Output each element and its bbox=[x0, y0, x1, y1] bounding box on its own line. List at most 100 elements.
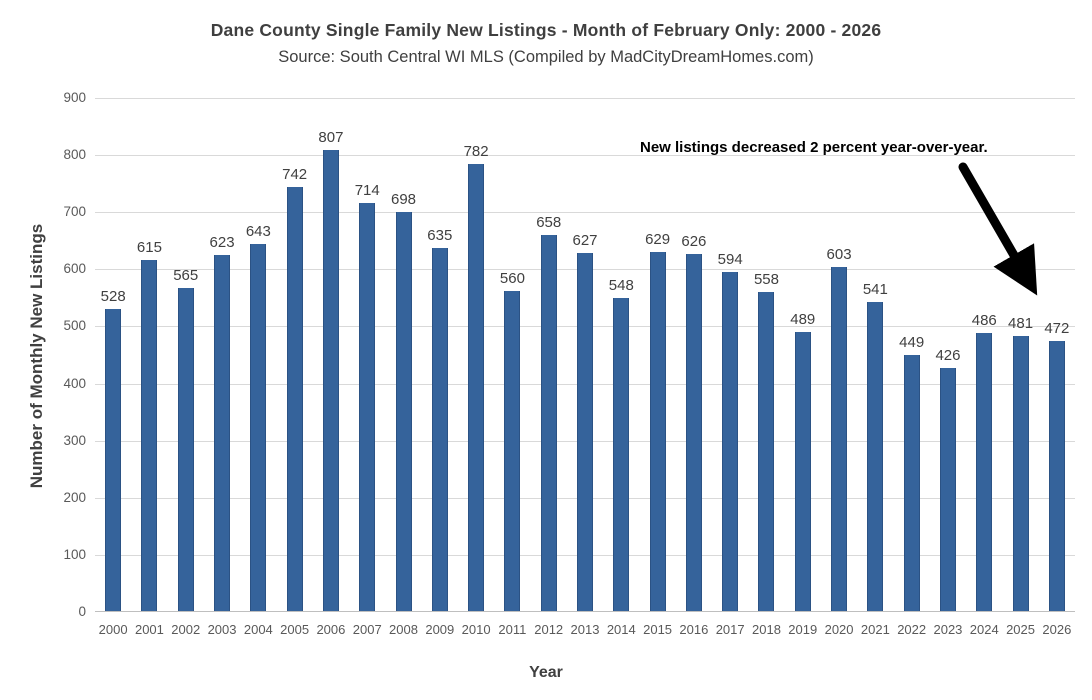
bar-2010 bbox=[468, 164, 485, 611]
x-tick-label-2010: 2010 bbox=[461, 622, 491, 637]
bar-2003 bbox=[214, 255, 231, 611]
data-label-2011: 560 bbox=[499, 270, 525, 288]
data-label-2019: 489 bbox=[790, 310, 816, 328]
bar-2026 bbox=[1048, 341, 1065, 611]
data-label-2022: 449 bbox=[899, 333, 925, 351]
data-label-2017: 594 bbox=[717, 250, 743, 268]
y-tick-label-800: 800 bbox=[63, 147, 86, 163]
y-tick-label-300: 300 bbox=[63, 432, 86, 448]
y-tick-label-100: 100 bbox=[63, 546, 86, 562]
x-tick-label-2003: 2003 bbox=[207, 622, 237, 637]
x-tick-label-2002: 2002 bbox=[171, 622, 201, 637]
x-tick-label-2011: 2011 bbox=[498, 622, 527, 637]
y-tick-label-900: 900 bbox=[63, 90, 86, 105]
bar-2015 bbox=[649, 251, 666, 611]
x-tick-label-2017: 2017 bbox=[715, 622, 745, 637]
x-tick-label-2021: 2021 bbox=[860, 622, 890, 637]
data-label-2016: 626 bbox=[681, 232, 707, 250]
data-label-2000: 528 bbox=[100, 288, 126, 306]
plot-area: 528 615 565 623 643 742 807 714 698 635 782 560 658 6… bbox=[95, 98, 1075, 612]
bar-2014 bbox=[613, 298, 630, 611]
bar-2017 bbox=[722, 271, 739, 611]
x-tick-label-2008: 2008 bbox=[389, 622, 418, 637]
x-tick-label-2013: 2013 bbox=[570, 622, 600, 637]
y-tick-label-200: 200 bbox=[63, 489, 86, 505]
data-label-2004: 643 bbox=[245, 222, 271, 240]
bar-2025 bbox=[1012, 336, 1029, 611]
chart-title: Dane County Single Family New Listings -… bbox=[210, 20, 882, 40]
chart-subtitle: Source: South Central WI MLS (Compiled b… bbox=[278, 48, 814, 66]
data-label-2007: 714 bbox=[354, 182, 380, 200]
x-tick-label-2026: 2026 bbox=[1042, 622, 1072, 637]
x-tick-label-2020: 2020 bbox=[824, 622, 854, 637]
x-axis-line bbox=[95, 611, 1075, 612]
x-tick-label-2023: 2023 bbox=[933, 622, 963, 637]
x-tick-label-2000: 2000 bbox=[98, 622, 128, 637]
gridline-700 bbox=[95, 212, 1075, 214]
data-label-2014: 548 bbox=[608, 277, 634, 295]
gridline-800 bbox=[95, 155, 1075, 157]
data-label-2005: 742 bbox=[282, 166, 308, 184]
x-tick-label-2012: 2012 bbox=[534, 622, 564, 637]
bar-2005 bbox=[286, 187, 303, 611]
y-tick-label-700: 700 bbox=[63, 204, 86, 220]
data-label-2025: 481 bbox=[1008, 315, 1034, 333]
bar-2007 bbox=[359, 203, 376, 611]
data-label-2012: 658 bbox=[536, 214, 562, 232]
bar-2019 bbox=[794, 331, 811, 611]
annotation-text: New listings decreased 2 percent year-ov… bbox=[640, 139, 988, 156]
bar-2018 bbox=[758, 292, 775, 611]
x-tick-label-2007: 2007 bbox=[352, 622, 382, 637]
data-label-2018: 558 bbox=[753, 271, 779, 289]
x-tick-label-2005: 2005 bbox=[280, 622, 310, 637]
bar-2023 bbox=[939, 367, 956, 611]
bar-2002 bbox=[177, 288, 194, 611]
x-tick-label-2009: 2009 bbox=[425, 622, 455, 637]
x-tick-label-2006: 2006 bbox=[316, 622, 346, 637]
x-tick-label-2015: 2015 bbox=[643, 622, 673, 637]
bar-2001 bbox=[141, 259, 158, 611]
data-label-2002: 565 bbox=[173, 267, 199, 285]
bar-2024 bbox=[976, 333, 993, 611]
x-tick-label-2025: 2025 bbox=[1006, 622, 1035, 637]
bar-2011 bbox=[504, 291, 521, 611]
y-tick-label-500: 500 bbox=[63, 318, 86, 334]
bar-2000 bbox=[105, 309, 122, 611]
bar-2022 bbox=[903, 354, 920, 611]
bar-2020 bbox=[831, 266, 848, 611]
bar-2013 bbox=[577, 252, 593, 611]
bar-2012 bbox=[540, 235, 557, 611]
x-tick-label-2016: 2016 bbox=[679, 622, 709, 637]
data-label-2024: 486 bbox=[971, 312, 997, 330]
x-tick-label-2024: 2024 bbox=[969, 622, 999, 637]
data-label-2006: 807 bbox=[318, 129, 344, 147]
data-label-2009: 635 bbox=[427, 227, 453, 245]
data-label-2001: 615 bbox=[136, 238, 162, 256]
x-tick-label-2014: 2014 bbox=[606, 622, 636, 637]
bar-2016 bbox=[685, 253, 702, 611]
x-tick-label-2022: 2022 bbox=[897, 622, 927, 637]
x-tick-label-2019: 2019 bbox=[788, 622, 818, 637]
x-tick-label-2004: 2004 bbox=[243, 622, 273, 637]
data-label-2020: 603 bbox=[826, 245, 852, 263]
data-label-2008: 698 bbox=[391, 191, 417, 209]
data-label-2021: 541 bbox=[862, 281, 888, 299]
bar-2004 bbox=[250, 243, 267, 611]
data-label-2026: 472 bbox=[1044, 320, 1070, 338]
data-label-2013: 627 bbox=[572, 231, 598, 249]
data-label-2003: 623 bbox=[209, 234, 235, 252]
bar-2021 bbox=[867, 302, 884, 611]
data-label-2015: 629 bbox=[645, 230, 671, 248]
x-tick-label-2018: 2018 bbox=[752, 622, 781, 637]
bar-2009 bbox=[431, 248, 448, 611]
data-label-2010: 782 bbox=[463, 143, 489, 161]
y-tick-label-400: 400 bbox=[63, 375, 86, 391]
gridline-900 bbox=[95, 98, 1075, 99]
bar-2006 bbox=[322, 150, 339, 611]
bar-2008 bbox=[395, 212, 412, 611]
y-tick-label-600: 600 bbox=[63, 261, 86, 277]
x-axis-title: Year bbox=[529, 664, 563, 681]
x-tick-label-2001: 2001 bbox=[134, 622, 164, 637]
y-tick-label-0: 0 bbox=[78, 604, 86, 619]
